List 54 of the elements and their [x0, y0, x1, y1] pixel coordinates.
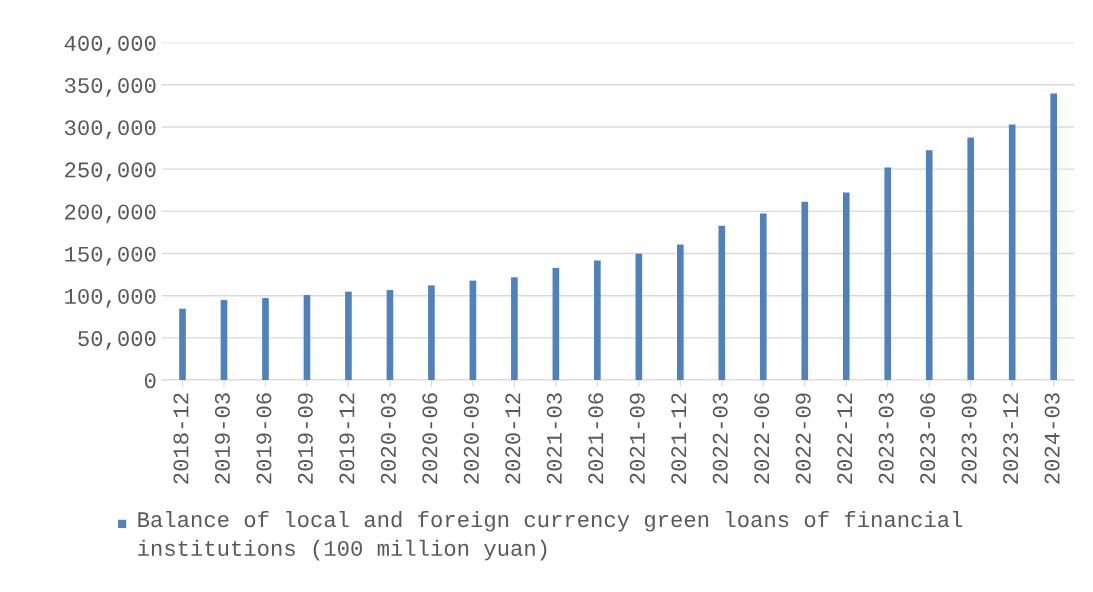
- bar: [1008, 124, 1016, 381]
- x-tick-label: 2019-09: [297, 393, 313, 484]
- x-tick-label: 2021-03: [546, 393, 562, 484]
- bar: [594, 260, 601, 381]
- bar: [1050, 93, 1057, 381]
- x-tick-label: 2023-06: [920, 393, 936, 484]
- bar: [925, 150, 933, 381]
- y-tick-label: 50,000: [78, 331, 156, 350]
- x-tick-label: 2022-09: [795, 393, 811, 484]
- bar: [552, 267, 560, 381]
- x-tick-label: 2019-12: [339, 393, 355, 484]
- x-tick-label: 2024-03: [1044, 393, 1060, 484]
- x-tick-label: 2019-06: [256, 393, 272, 484]
- x-tick-label: 2020-03: [380, 393, 396, 484]
- bar: [718, 225, 726, 381]
- x-tick-label: 2023-09: [961, 393, 977, 484]
- x-tick-label: 2020-12: [505, 393, 521, 484]
- y-tick-label: 400,000: [64, 35, 156, 55]
- bar: [801, 201, 809, 381]
- x-tick-label: 2021-09: [629, 393, 645, 484]
- bar: [386, 290, 394, 381]
- y-tick-label: 100,000: [65, 288, 156, 308]
- legend-label: Balance of local and foreign currency green loans of financial institutions (100 million yuan): [138, 510, 963, 561]
- x-tick-label: 2018-12: [173, 393, 189, 484]
- y-tick-label: 200,000: [65, 204, 156, 224]
- bar: [511, 277, 518, 381]
- bar: [759, 213, 767, 381]
- x-tick-label: 2021-06: [588, 393, 604, 484]
- bar: [220, 300, 228, 381]
- bar: [179, 308, 186, 381]
- x-tick-label: 2020-09: [463, 393, 479, 484]
- x-tick-label: 2023-03: [878, 393, 894, 484]
- x-tick-label: 2019-03: [214, 393, 230, 484]
- bar: [262, 298, 269, 381]
- bar: [842, 192, 850, 381]
- bar: [469, 280, 477, 381]
- bar: [967, 137, 975, 381]
- bar: [635, 253, 643, 381]
- y-tick-label: 300,000: [64, 120, 156, 139]
- x-tick-label: 2022-03: [712, 393, 728, 484]
- x-tick-label: 2020-06: [422, 393, 438, 484]
- bar: [303, 295, 311, 381]
- y-tick-label: 250,000: [65, 162, 156, 182]
- bar: [884, 167, 892, 381]
- bar: [677, 244, 684, 381]
- x-tick-label: 2022-12: [837, 393, 853, 484]
- x-tick-label: 2023-12: [1003, 393, 1019, 484]
- x-tick-label: 2021-12: [671, 393, 687, 484]
- x-tick-label: 2022-06: [754, 393, 770, 484]
- y-tick-label: 350,000: [64, 77, 156, 97]
- y-tick-label: 0: [144, 373, 156, 389]
- y-tick-label: 150,000: [65, 246, 156, 266]
- bar: [428, 285, 435, 381]
- bar: [345, 291, 352, 381]
